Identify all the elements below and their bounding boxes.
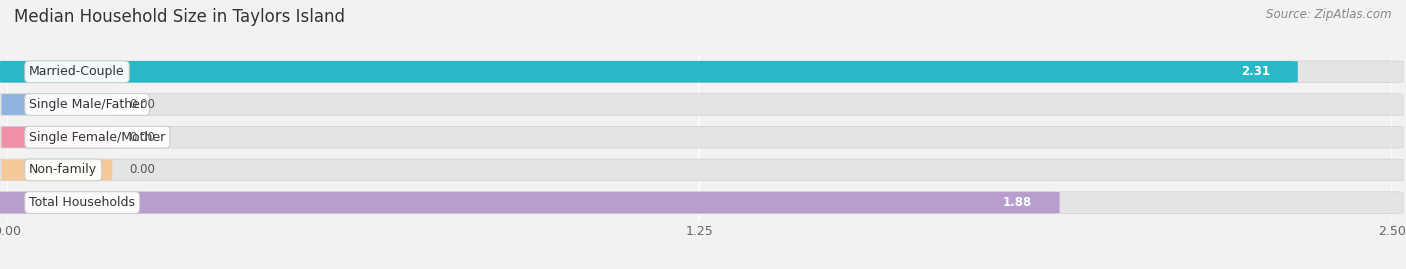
Text: Single Male/Father: Single Male/Father [30,98,145,111]
FancyBboxPatch shape [0,61,1298,83]
FancyBboxPatch shape [1,127,112,148]
FancyBboxPatch shape [0,192,1403,213]
FancyBboxPatch shape [0,61,1403,83]
FancyBboxPatch shape [1,94,112,115]
Text: 0.00: 0.00 [129,98,155,111]
Text: 0.00: 0.00 [129,131,155,144]
Text: Total Households: Total Households [30,196,135,209]
Text: Married-Couple: Married-Couple [30,65,125,78]
Text: Source: ZipAtlas.com: Source: ZipAtlas.com [1267,8,1392,21]
FancyBboxPatch shape [0,159,1403,181]
Text: 1.88: 1.88 [1002,196,1032,209]
FancyBboxPatch shape [0,192,1060,213]
Text: Single Female/Mother: Single Female/Mother [30,131,166,144]
Text: 0.00: 0.00 [129,163,155,176]
FancyBboxPatch shape [0,126,1403,148]
FancyBboxPatch shape [0,94,1403,115]
Text: 2.31: 2.31 [1241,65,1270,78]
FancyBboxPatch shape [1,160,112,180]
Text: Non-family: Non-family [30,163,97,176]
Text: Median Household Size in Taylors Island: Median Household Size in Taylors Island [14,8,344,26]
